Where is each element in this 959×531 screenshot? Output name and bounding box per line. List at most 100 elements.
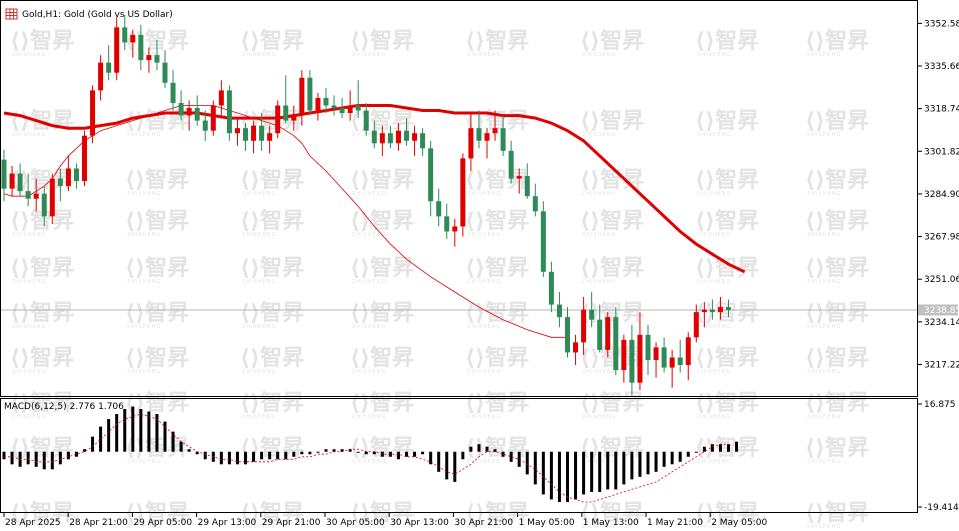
candle[interactable] — [130, 29, 136, 58]
candle[interactable] — [500, 115, 506, 156]
candle[interactable] — [170, 70, 176, 111]
candle[interactable] — [186, 100, 192, 131]
candle[interactable] — [452, 218, 458, 247]
chart-grid-icon[interactable] — [5, 8, 18, 20]
candle[interactable] — [701, 302, 707, 328]
candle[interactable] — [685, 332, 691, 381]
candle[interactable] — [420, 128, 426, 156]
candle[interactable] — [243, 123, 248, 151]
candle[interactable] — [709, 299, 715, 320]
macd-histogram-bar — [437, 451, 441, 472]
candle[interactable] — [251, 120, 257, 154]
candle[interactable] — [548, 261, 554, 313]
candle[interactable] — [210, 100, 216, 136]
candle[interactable] — [291, 105, 297, 131]
candle[interactable] — [589, 291, 595, 328]
candle[interactable] — [540, 201, 546, 277]
candle[interactable] — [65, 155, 71, 192]
candle[interactable] — [717, 296, 723, 320]
candle[interactable] — [355, 80, 361, 119]
candle[interactable] — [677, 339, 683, 373]
candle[interactable] — [621, 334, 627, 383]
candle[interactable] — [468, 113, 474, 171]
candles-layer[interactable] — [1, 14, 732, 396]
candle[interactable] — [339, 97, 345, 119]
candle[interactable] — [283, 75, 289, 124]
candle[interactable] — [524, 163, 530, 199]
candle[interactable] — [532, 183, 538, 217]
candle[interactable] — [444, 203, 450, 240]
candle[interactable] — [331, 95, 337, 116]
candle[interactable] — [299, 70, 305, 126]
candle[interactable] — [162, 50, 168, 88]
candle[interactable] — [476, 110, 482, 149]
candle[interactable] — [581, 296, 587, 355]
candle[interactable] — [460, 153, 466, 237]
candle[interactable] — [218, 80, 224, 116]
candle[interactable] — [436, 188, 442, 227]
candle[interactable] — [146, 47, 152, 73]
candle[interactable] — [323, 87, 329, 114]
candle[interactable] — [693, 304, 699, 343]
candle[interactable] — [661, 337, 667, 373]
macd-histogram-bar — [654, 451, 658, 472]
candle[interactable] — [565, 307, 570, 358]
candle[interactable] — [637, 312, 643, 391]
candle[interactable] — [154, 39, 160, 71]
candle[interactable] — [234, 118, 240, 146]
candle[interactable] — [267, 125, 273, 154]
candle[interactable] — [516, 168, 522, 194]
candle[interactable] — [669, 349, 675, 388]
candle[interactable] — [726, 299, 731, 318]
candle[interactable] — [138, 24, 144, 71]
candle[interactable] — [605, 312, 611, 358]
candle[interactable] — [379, 125, 385, 156]
candle[interactable] — [259, 113, 265, 151]
candle[interactable] — [9, 165, 15, 197]
candle[interactable] — [371, 120, 377, 149]
candle[interactable] — [484, 128, 490, 159]
candle[interactable] — [98, 55, 104, 101]
candle[interactable] — [404, 118, 409, 146]
candle[interactable] — [508, 140, 514, 184]
candle[interactable] — [315, 92, 321, 121]
candle[interactable] — [387, 125, 393, 149]
candle[interactable] — [49, 173, 55, 224]
candle[interactable] — [90, 85, 96, 144]
candle[interactable] — [573, 334, 579, 366]
candle[interactable] — [347, 90, 353, 121]
candle[interactable] — [428, 140, 434, 217]
candle[interactable] — [82, 130, 87, 187]
candle[interactable] — [226, 85, 232, 141]
macd-histogram-bar — [469, 446, 473, 452]
candle[interactable] — [1, 149, 7, 202]
candle[interactable] — [363, 102, 369, 136]
candle[interactable] — [25, 173, 31, 207]
candle[interactable] — [17, 163, 23, 197]
candle[interactable] — [412, 125, 418, 156]
candle[interactable] — [556, 291, 562, 328]
svg-text:ZHISHENG: ZHISHENG — [12, 52, 46, 58]
current-price-tag: 3238.85 — [918, 304, 959, 316]
candle[interactable] — [73, 163, 79, 189]
candle[interactable] — [33, 178, 39, 212]
candle[interactable] — [613, 307, 619, 376]
candle[interactable] — [395, 123, 401, 151]
candle[interactable] — [597, 304, 603, 353]
candle[interactable] — [629, 324, 635, 396]
candle[interactable] — [492, 110, 498, 141]
candle[interactable] — [307, 70, 313, 116]
candle[interactable] — [122, 14, 128, 51]
candle[interactable] — [653, 342, 659, 378]
candle[interactable] — [275, 100, 281, 139]
candle[interactable] — [178, 90, 184, 121]
candle[interactable] — [57, 168, 63, 202]
candle[interactable] — [194, 95, 200, 126]
candle[interactable] — [41, 186, 47, 227]
candle[interactable] — [106, 44, 112, 81]
candle[interactable] — [202, 110, 208, 141]
candle[interactable] — [645, 324, 651, 376]
macd-histogram-bar — [50, 451, 54, 470]
candle[interactable] — [114, 17, 120, 81]
